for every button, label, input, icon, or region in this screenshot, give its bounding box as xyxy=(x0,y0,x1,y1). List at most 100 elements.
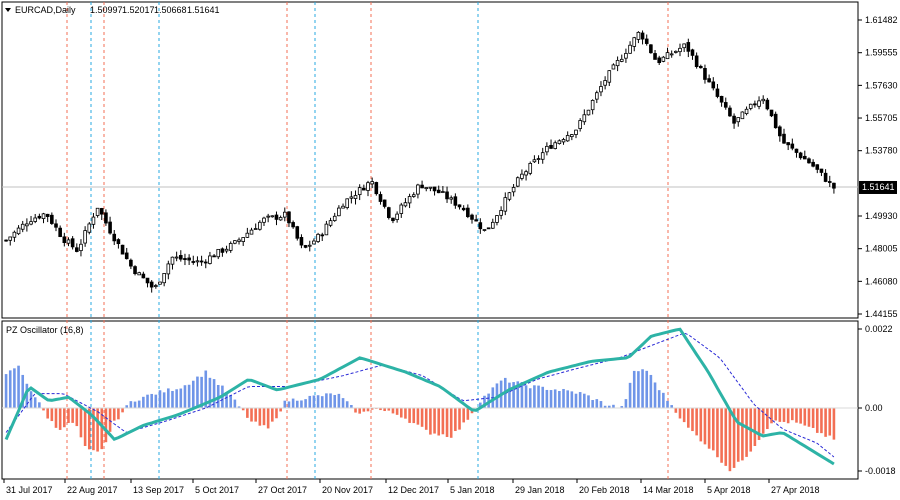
candle-body xyxy=(108,221,112,234)
candle-body xyxy=(632,37,637,47)
oscillator-histogram-bar xyxy=(533,385,536,408)
oscillator-histogram-bar xyxy=(437,408,441,436)
oscillator-histogram-bar xyxy=(312,395,316,408)
oscillator-histogram-bar xyxy=(208,377,212,408)
oscillator-histogram-bar xyxy=(383,408,386,412)
candle-body xyxy=(362,187,366,191)
candle-body xyxy=(711,81,716,89)
oscillator-histogram-bar xyxy=(678,408,682,419)
oscillator-histogram-bar xyxy=(420,408,424,427)
candle-body xyxy=(686,42,691,52)
candle-body xyxy=(515,177,520,187)
oscillator-histogram-bar xyxy=(42,408,45,411)
oscillator-histogram-bar xyxy=(770,408,773,424)
candle-body xyxy=(798,152,803,159)
candle-body xyxy=(653,53,657,60)
oscillator-histogram-bar xyxy=(362,408,366,412)
oscillator-histogram-bar xyxy=(54,408,58,428)
candle-body xyxy=(178,255,183,260)
candle-body xyxy=(520,173,524,179)
oscillator-histogram-bar xyxy=(674,408,678,413)
candle-body xyxy=(461,207,466,211)
candle-body xyxy=(25,223,29,227)
candle-body xyxy=(557,140,562,144)
oscillator-histogram-bar xyxy=(129,401,133,408)
oscillator-histogram-bar xyxy=(179,388,183,408)
dropdown-triangle-icon[interactable] xyxy=(5,8,11,12)
oscillator-histogram-bar xyxy=(121,408,124,413)
time-axis-label: 27 Oct 2017 xyxy=(258,485,307,495)
candle-body xyxy=(470,214,474,220)
candle-body xyxy=(337,207,341,217)
candle-body xyxy=(50,214,54,224)
oscillator-histogram-bar xyxy=(333,394,337,408)
oscillator-histogram-bar xyxy=(125,405,129,408)
oscillator-histogram-bar xyxy=(46,408,49,419)
oscillator-histogram-bar xyxy=(370,408,374,410)
candle-body xyxy=(682,43,686,49)
candle-body xyxy=(29,221,33,225)
oscillator-histogram-bar xyxy=(225,392,228,408)
candle-body xyxy=(332,215,337,221)
candle-body xyxy=(66,239,71,244)
oscillator-histogram-bar xyxy=(624,399,628,408)
candle-body xyxy=(732,115,736,124)
candle-body xyxy=(37,215,42,219)
candle-body xyxy=(170,256,175,265)
oscillator-histogram-bar xyxy=(29,391,33,408)
oscillator-histogram-bar xyxy=(404,408,407,419)
oscillator-histogram-bar xyxy=(824,408,827,437)
candle-body xyxy=(753,103,757,106)
candle-body xyxy=(694,55,699,68)
oscillator-histogram-bar xyxy=(112,408,116,421)
candle-body xyxy=(233,240,237,244)
candle-body xyxy=(815,164,820,170)
candle-body xyxy=(407,196,412,204)
oscillator-histogram-bar xyxy=(212,379,216,408)
oscillator-main-line xyxy=(4,327,835,466)
oscillator-histogram-bar xyxy=(566,390,569,408)
candle-body xyxy=(436,189,441,194)
oscillator-histogram-bar xyxy=(295,400,299,408)
candle-body xyxy=(12,231,17,238)
time-axis-label: 5 Oct 2017 xyxy=(195,485,239,495)
oscillator-histogram-bar xyxy=(391,408,395,414)
oscillator-histogram-bar xyxy=(183,385,187,408)
candle-body xyxy=(590,100,595,111)
candle-body xyxy=(640,32,645,40)
candle-body xyxy=(549,144,553,149)
oscillator-histogram-bar xyxy=(187,384,191,408)
price-axis-tick-label: 1.53780 xyxy=(865,146,898,156)
candle-body xyxy=(149,281,154,288)
candle-body xyxy=(228,243,233,251)
candle-body xyxy=(432,186,437,192)
candle-body xyxy=(615,60,620,67)
candle-body xyxy=(453,196,458,206)
candle-body xyxy=(83,230,87,244)
oscillator-histogram-bar xyxy=(562,388,565,408)
candle-body xyxy=(141,273,146,279)
oscillator-histogram-bar xyxy=(63,408,66,428)
candle-body xyxy=(786,142,790,146)
oscillator-histogram-bar xyxy=(4,374,8,408)
candle-body xyxy=(75,247,79,252)
oscillator-histogram-bar xyxy=(345,401,349,408)
oscillator-histogram-bar xyxy=(167,388,170,408)
oscillator-histogram-bar xyxy=(520,382,524,408)
ohlc-low: 1.50668 xyxy=(154,5,187,15)
oscillator-histogram-bar xyxy=(791,408,794,421)
candle-body xyxy=(353,195,358,199)
oscillator-histogram-bar xyxy=(820,408,823,434)
time-axis-label: 22 Aug 2017 xyxy=(67,485,118,495)
candle-body xyxy=(728,107,732,117)
candle-body xyxy=(224,248,229,252)
oscillator-histogram-bar xyxy=(711,408,715,451)
candle-body xyxy=(782,133,786,144)
oscillator-histogram-bar xyxy=(795,408,798,423)
oscillator-histogram-bar xyxy=(728,408,732,472)
candle-body xyxy=(274,214,279,220)
oscillator-histogram-bar xyxy=(691,408,694,432)
candle-body xyxy=(661,56,666,62)
time-axis-label: 14 Mar 2018 xyxy=(643,485,694,495)
